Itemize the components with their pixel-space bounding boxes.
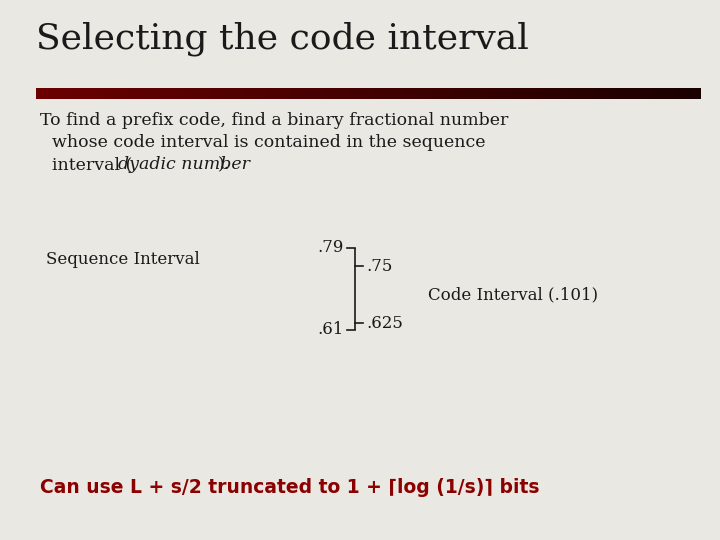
Text: Sequence Interval: Sequence Interval (46, 251, 199, 268)
Text: .79: .79 (318, 240, 344, 256)
Text: interval (: interval ( (52, 156, 132, 173)
Text: dyadic number: dyadic number (118, 156, 250, 173)
Text: Selecting the code interval: Selecting the code interval (36, 22, 529, 57)
Text: .75: .75 (366, 258, 392, 275)
Text: Code Interval (.101): Code Interval (.101) (428, 286, 598, 303)
Text: whose code interval is contained in the sequence: whose code interval is contained in the … (52, 134, 485, 151)
Text: ).: ). (218, 156, 230, 173)
Text: Can use L + s/2 truncated to 1 + ⌈log (1/s)⌉ bits: Can use L + s/2 truncated to 1 + ⌈log (1… (40, 478, 539, 497)
Text: .61: .61 (318, 321, 344, 339)
Text: .625: .625 (366, 315, 403, 332)
Text: To find a prefix code, find a binary fractional number: To find a prefix code, find a binary fra… (40, 112, 508, 129)
